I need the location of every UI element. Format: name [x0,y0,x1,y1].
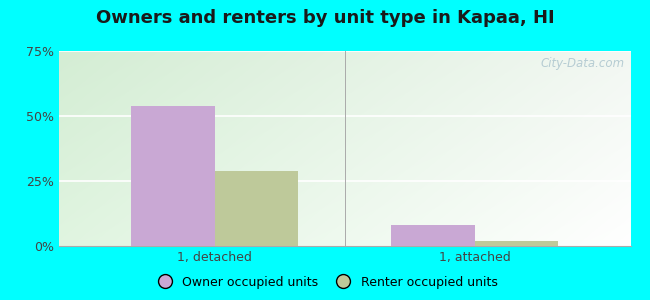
Text: Owners and renters by unit type in Kapaa, HI: Owners and renters by unit type in Kapaa… [96,9,554,27]
Bar [474,241,558,246]
Legend: Owner occupied units, Renter occupied units: Owner occupied units, Renter occupied un… [148,271,502,294]
Bar [391,225,474,246]
Bar [214,171,298,246]
Text: City-Data.com: City-Data.com [541,57,625,70]
Bar [131,106,214,246]
